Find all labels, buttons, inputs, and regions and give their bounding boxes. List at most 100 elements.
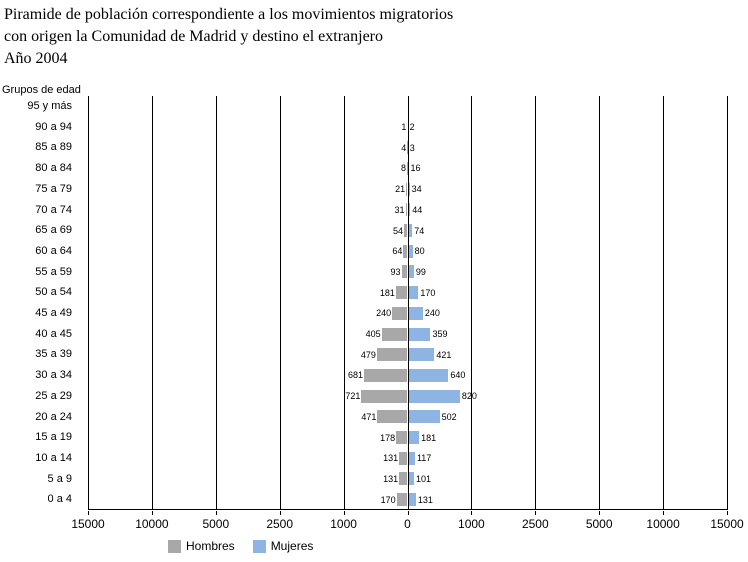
value-label-mujeres: 99 [415,266,426,277]
age-group-label: 30 a 34 [35,369,72,382]
chart-title-line1: Piramide de población correspondiente a … [4,6,454,23]
x-tick-label: 10000 [646,517,680,531]
bar-hombres [399,451,408,465]
bar-mujeres [407,182,410,196]
value-label-hombres: 131 [383,453,399,464]
x-tick-label: 2500 [266,517,294,531]
hombres-swatch-icon [168,539,181,553]
bar-hombres [405,203,408,217]
value-label-hombres: 681 [347,370,363,381]
age-group-label: 10 a 14 [35,451,72,464]
grid-line [471,96,473,509]
bar-hombres [377,410,408,424]
bar-mujeres [407,410,440,424]
bar-hombres [376,348,408,362]
grid-line [343,96,345,509]
age-group-label: 25 a 29 [35,389,72,402]
value-label-hombres: 1 [401,122,407,133]
bar-mujeres [407,451,415,465]
value-label-mujeres: 170 [420,287,436,298]
value-label-mujeres: 80 [414,246,425,257]
bar-mujeres [407,286,419,300]
bar-hombres [406,182,408,196]
value-label-hombres: 4 [401,142,407,153]
age-group-label: 75 a 79 [35,182,72,195]
legend: Hombres Mujeres [168,539,313,553]
value-label-hombres: 721 [345,391,361,402]
value-label-hombres: 405 [365,329,381,340]
age-group-label: 60 a 64 [35,244,72,257]
x-tick-label: 2500 [521,517,549,531]
bar-hombres [361,389,408,403]
age-group-label: 85 a 89 [35,141,72,154]
value-label-hombres: 170 [380,494,396,505]
bar-mujeres [407,493,416,507]
age-group-label: 40 a 45 [35,327,72,340]
age-group-label: 20 a 24 [35,410,72,423]
grid-line [151,96,153,509]
value-label-mujeres: 131 [417,494,433,505]
x-tick-label: 15000 [71,517,105,531]
bar-hombres [396,431,408,445]
age-group-label: 70 a 74 [35,203,72,216]
age-labels: 95 y más 90 a 94 85 a 89 80 a 84 75 a 79 70 a… [0,96,80,510]
value-label-mujeres: 3 [409,142,415,153]
value-label-hombres: 54 [393,225,404,236]
value-label-mujeres: 74 [414,225,425,236]
x-tick-label: 1000 [458,517,485,531]
x-axis-tick [599,511,601,515]
age-group-label: 5 a 9 [47,472,72,485]
x-tick-label: 0 [404,517,411,531]
value-label-mujeres: 240 [424,308,440,319]
chart-title-line3: Año 2004 [4,50,68,67]
x-axis-tick [535,511,537,515]
value-label-mujeres: 101 [415,473,431,484]
bar-hombres [401,265,408,279]
y-axis-title: Grupos de edad [2,84,81,96]
bar-hombres [403,244,408,258]
bar-mujeres [407,389,460,403]
mujeres-swatch-icon [252,539,266,553]
value-label-hombres: 240 [376,308,392,319]
bar-mujeres [407,431,420,445]
bar-mujeres [407,327,431,341]
value-label-mujeres: 34 [411,184,422,195]
bar-hombres [381,327,408,341]
bar-mujeres [407,368,449,382]
bar-mujeres [407,348,435,362]
grid-line [215,96,217,509]
plot-area: 1 2 4 3 8 16 21 34 31 44 54 74 64 80 93 99 181 170 240 240 4… [88,96,728,510]
value-label-hombres: 8 [400,163,406,174]
bar-mujeres [407,224,413,238]
x-axis-tick [215,511,217,515]
x-axis-tick [343,511,345,515]
grid-line [407,96,409,509]
grid-line [279,96,281,509]
value-label-mujeres: 44 [412,204,423,215]
x-axis-tick [279,511,281,515]
grid-line [663,96,665,509]
bar-hombres [363,368,408,382]
value-label-mujeres: 820 [461,391,477,402]
value-label-hombres: 479 [360,349,376,360]
x-axis-tick [471,511,473,515]
x-tick-label: 5000 [585,517,613,531]
x-axis-tick [88,511,89,515]
legend-item-mujeres: Mujeres [252,539,313,553]
value-label-hombres: 21 [395,184,406,195]
value-label-mujeres: 640 [450,370,466,381]
chart-title: Piramide de población correspondiente a … [4,4,453,70]
bar-hombres [399,472,408,486]
grid-line [599,96,601,509]
bar-mujeres [407,265,414,279]
value-label-hombres: 178 [380,432,396,443]
age-group-label: 15 a 19 [35,431,72,444]
bar-hombres [396,493,408,507]
chart-title-line2: con origen la Comunidad de Madrid y dest… [4,28,384,45]
value-label-hombres: 181 [379,287,395,298]
age-group-label: 65 a 69 [35,224,72,237]
value-label-mujeres: 181 [421,432,437,443]
value-label-mujeres: 502 [441,411,457,422]
x-axis-tick [151,511,153,515]
bar-mujeres [407,472,414,486]
